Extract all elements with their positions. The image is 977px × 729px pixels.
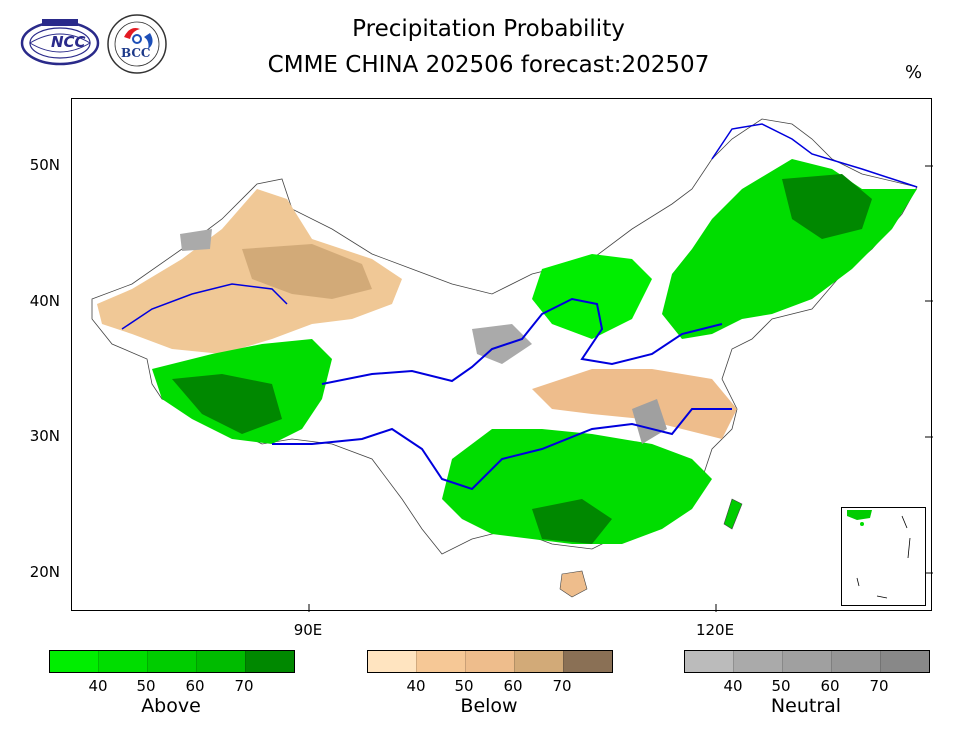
yangtze-river bbox=[272, 408, 732, 491]
colorbar-below-swatch bbox=[416, 651, 465, 672]
colorbar-below-swatch bbox=[368, 651, 416, 672]
above-tick-50: 50 bbox=[136, 677, 156, 695]
amur-river bbox=[711, 123, 918, 188]
map-subtitle: CMME CHINA 202506 forecast:202507 bbox=[267, 52, 710, 78]
lon-label-90e: 90E bbox=[293, 621, 323, 639]
hainan-island bbox=[559, 570, 588, 598]
below-tick-50: 50 bbox=[454, 677, 474, 695]
legend-neutral-title: Neutral bbox=[770, 695, 842, 717]
tarim-river bbox=[121, 283, 288, 330]
colorbar-below bbox=[367, 650, 613, 673]
above-tick-40: 40 bbox=[88, 677, 108, 695]
colorbar-neutral-swatch bbox=[782, 651, 831, 672]
lat-label-50n: 50N bbox=[29, 156, 60, 174]
colorbar-above-swatch bbox=[245, 651, 294, 672]
legend-below-title: Below bbox=[460, 695, 518, 717]
colorbar-above-swatch bbox=[50, 651, 98, 672]
above-region-north bbox=[532, 254, 652, 339]
below-tick-40: 40 bbox=[406, 677, 426, 695]
lat-label-20n: 20N bbox=[29, 563, 60, 581]
colorbar-neutral bbox=[684, 650, 930, 673]
colorbar-above-swatch bbox=[196, 651, 245, 672]
colorbar-neutral-swatch bbox=[880, 651, 929, 672]
colorbar-above-swatch bbox=[147, 651, 196, 672]
map-panel bbox=[64, 91, 933, 612]
ncc-logo-icon: NCC bbox=[20, 15, 100, 67]
yellow-river bbox=[321, 297, 723, 385]
neutral-tick-50: 50 bbox=[771, 677, 791, 695]
neutral-tick-60: 60 bbox=[820, 677, 840, 695]
above-region-south-dark bbox=[532, 499, 612, 544]
neutral-region-3 bbox=[180, 229, 212, 251]
above-tick-60: 60 bbox=[185, 677, 205, 695]
colorbar-neutral-swatch bbox=[733, 651, 782, 672]
below-region-xinjiang-dark bbox=[242, 244, 372, 299]
lat-label-40n: 40N bbox=[29, 292, 60, 310]
lon-label-120e: 120E bbox=[695, 621, 735, 639]
ncc-logo-text: NCC bbox=[51, 33, 86, 51]
neutral-tick-40: 40 bbox=[723, 677, 743, 695]
colorbar-below-swatch bbox=[514, 651, 563, 672]
colorbar-below-swatch bbox=[465, 651, 514, 672]
bcc-logo-icon: BCC bbox=[106, 13, 168, 75]
china-map bbox=[64, 91, 933, 612]
colorbar-neutral-swatch bbox=[685, 651, 733, 672]
bcc-logo-text: BCC bbox=[121, 46, 151, 60]
legend-above-title: Above bbox=[141, 695, 201, 717]
lat-label-30n: 30N bbox=[29, 427, 60, 445]
unit-label: % bbox=[905, 62, 923, 83]
below-region-east bbox=[532, 369, 737, 439]
below-tick-60: 60 bbox=[503, 677, 523, 695]
colorbar-above-swatch bbox=[98, 651, 147, 672]
colorbar-neutral-swatch bbox=[831, 651, 880, 672]
above-region-tibet-dark bbox=[172, 374, 282, 434]
taiwan-island bbox=[723, 498, 743, 530]
map-title: Precipitation Probability bbox=[352, 16, 625, 42]
neutral-region-2 bbox=[632, 399, 667, 444]
colorbar-above bbox=[49, 650, 295, 673]
below-tick-70: 70 bbox=[552, 677, 572, 695]
colorbar-below-swatch bbox=[563, 651, 612, 672]
above-tick-70: 70 bbox=[234, 677, 254, 695]
above-region-northeast-dark bbox=[782, 174, 872, 239]
south-china-sea-inset bbox=[841, 507, 926, 606]
neutral-tick-70: 70 bbox=[869, 677, 889, 695]
